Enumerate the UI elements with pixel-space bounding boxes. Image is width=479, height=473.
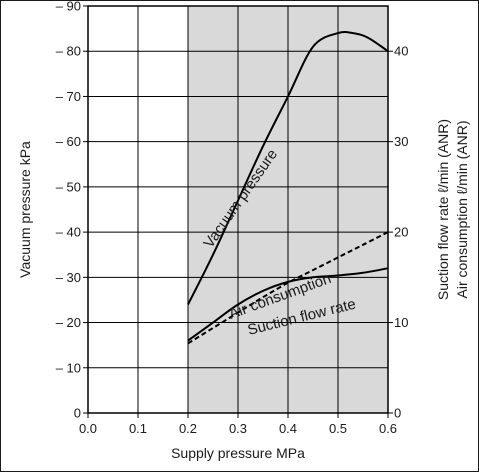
x-axis-title: Supply pressure MPa — [171, 445, 305, 461]
series-line-air-consumption — [187, 231, 389, 345]
series-line-suction-flow-rate — [187, 267, 389, 342]
y-left-tick-label: – 90 — [56, 1, 81, 14]
y-right-tick-label: 40 — [394, 44, 408, 59]
x-tick-label: 0.4 — [279, 421, 297, 436]
x-tick-label: 0.5 — [329, 421, 347, 436]
x-tick-label: 0.6 — [379, 421, 397, 436]
y-left-tick-label: – 80 — [56, 44, 81, 59]
y-right-tick-label: 20 — [394, 225, 408, 240]
y-left-tick-label: – 30 — [56, 270, 81, 285]
y-right-axis-title-air: Air consumption ℓ/min (ANR) — [454, 120, 470, 298]
y-right-tick-label: 0 — [394, 406, 401, 421]
y-left-tick-label: – 70 — [56, 89, 81, 104]
y-left-axis-title: Vacuum pressure kPa — [17, 141, 33, 278]
y-right-tick-label: 30 — [394, 134, 408, 149]
y-left-tick-label: – 10 — [56, 360, 81, 375]
y-left-tick-label: – 40 — [56, 225, 81, 240]
y-left-tick-label: – 20 — [56, 315, 81, 330]
y-right-tick-label: 10 — [394, 315, 408, 330]
y-left-tick-label: 0 — [74, 406, 81, 421]
y-left-tick-label: – 50 — [56, 179, 81, 194]
y-left-tick-label: – 60 — [56, 134, 81, 149]
series-line-vacuum-pressure — [187, 30, 389, 305]
x-tick-label: 0.0 — [79, 421, 97, 436]
y-right-axis-title-suction: Suction flow rate ℓ/min (ANR) — [435, 119, 451, 300]
x-tick-label: 0.2 — [179, 421, 197, 436]
x-tick-label: 0.1 — [129, 421, 147, 436]
x-tick-label: 0.3 — [229, 421, 247, 436]
